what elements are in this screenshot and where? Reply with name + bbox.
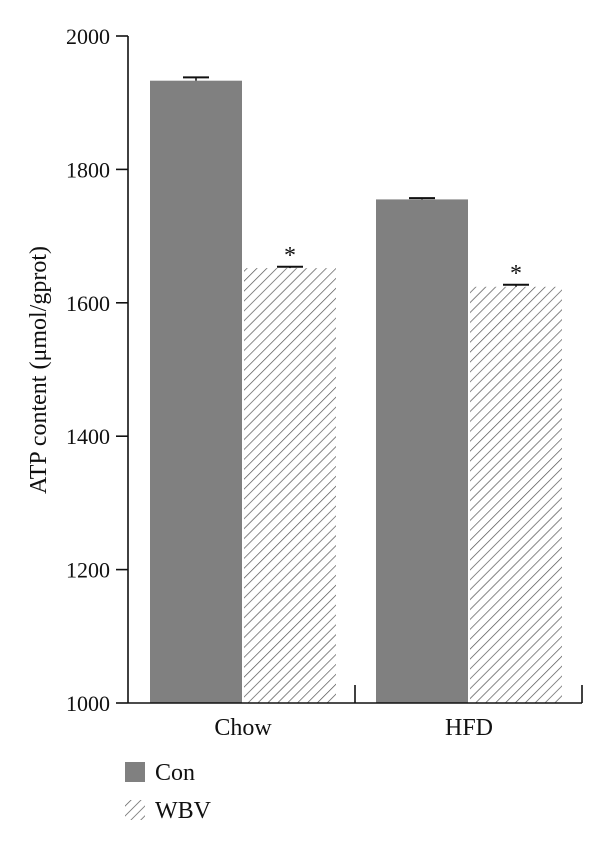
y-tick-label-1000: 1000: [66, 691, 110, 716]
bar-chow-wbv: [244, 268, 336, 703]
y-axis-label: ATP content (μmol/gprot): [26, 246, 52, 494]
y-tick-label-1800: 1800: [66, 157, 110, 182]
y-tick-label-1600: 1600: [66, 291, 110, 316]
bar-chow-con: [150, 80, 242, 703]
significance-star-hfd-wbv: *: [510, 261, 522, 287]
significance-star-chow-wbv: *: [284, 243, 296, 269]
bar-hfd-wbv: [470, 286, 562, 703]
x-category-label-hfd: HFD: [445, 715, 493, 741]
legend-label-con: Con: [155, 760, 195, 786]
y-ticks-group: 1000 1200 1400 1600 1800 2000: [66, 24, 128, 716]
y-tick-label-2000: 2000: [66, 24, 110, 49]
x-categories-group: Chow HFD: [214, 715, 493, 741]
significance-markers: **: [284, 243, 522, 287]
legend-swatch-wbv: [125, 800, 145, 820]
error-bars-group: [183, 76, 529, 287]
y-tick-label-1400: 1400: [66, 424, 110, 449]
bar-hfd-con: [376, 199, 468, 704]
x-category-label-chow: Chow: [214, 715, 272, 741]
y-tick-label-1200: 1200: [66, 558, 110, 583]
bars-group: [150, 80, 562, 704]
legend: Con WBV: [125, 760, 212, 824]
axes-group: [127, 36, 583, 704]
legend-swatch-con: [125, 762, 145, 782]
legend-label-wbv: WBV: [155, 798, 212, 824]
